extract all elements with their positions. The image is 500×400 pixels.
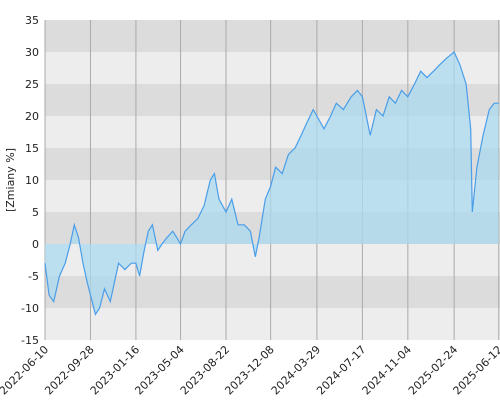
- y-tick-label: 15: [25, 142, 39, 155]
- grid-band: [45, 308, 500, 340]
- y-axis-label: [Zmiany %]: [4, 148, 17, 212]
- y-tick-label: 35: [25, 14, 39, 27]
- y-tick-label: 30: [25, 46, 39, 59]
- y-tick-label: 20: [25, 110, 39, 123]
- y-tick-label: 10: [25, 174, 39, 187]
- y-tick-label: -10: [21, 302, 39, 315]
- y-tick-label: -5: [28, 270, 39, 283]
- y-tick-label: 5: [32, 206, 39, 219]
- grid-band: [45, 20, 500, 52]
- y-tick-label: -15: [21, 334, 39, 347]
- y-tick-label: 0: [32, 238, 39, 251]
- y-tick-label: 25: [25, 78, 39, 91]
